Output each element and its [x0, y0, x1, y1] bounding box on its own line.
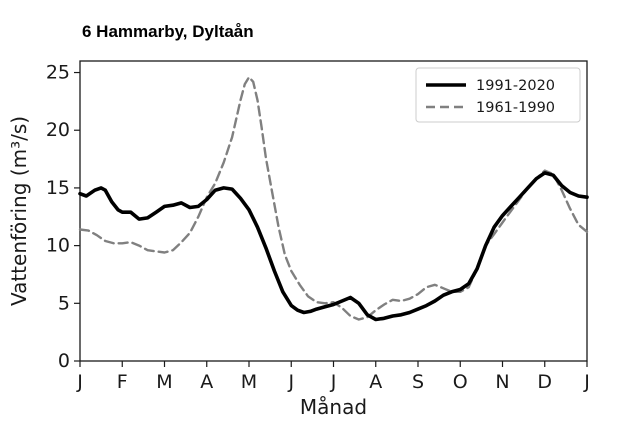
legend-label-1961-1990: 1961-1990 — [476, 100, 555, 116]
y-tick-label: 10 — [46, 235, 70, 257]
x-axis-label: Månad — [300, 395, 367, 419]
legend-label-1991-2020: 1991-2020 — [476, 78, 555, 94]
x-tick-label: J — [287, 371, 294, 393]
y-tick-label: 15 — [46, 177, 70, 199]
y-tick-label: 0 — [58, 350, 70, 372]
x-tick-label: S — [412, 371, 424, 393]
x-tick-label: M — [156, 371, 172, 393]
x-tick-label: A — [369, 371, 382, 393]
legend-box — [415, 67, 581, 123]
x-tick-label: N — [495, 371, 509, 393]
series-layer — [78, 76, 589, 322]
y-axis: 0 5 10 15 20 25 — [46, 62, 80, 372]
x-tick-label: D — [537, 371, 552, 393]
x-tick-label: J — [330, 371, 337, 393]
x-tick-label: J — [76, 371, 83, 393]
y-tick-label: 20 — [46, 119, 70, 141]
series-line-1961-1990 — [78, 76, 589, 321]
chart-title: 6 Hammarby, Dyltaån — [82, 22, 254, 41]
x-tick-label: M — [241, 371, 257, 393]
y-tick-label: 5 — [58, 292, 70, 314]
x-tick-label: J — [583, 371, 590, 393]
y-tick-label: 25 — [46, 62, 70, 84]
x-tick-label: F — [117, 371, 128, 393]
y-axis-label: Vattenföring (m³/s) — [7, 116, 31, 306]
series-line-1991-2020 — [78, 171, 589, 322]
legend: 1991-2020 1961-1990 — [415, 67, 581, 123]
x-tick-label: O — [453, 371, 468, 393]
x-tick-label: A — [200, 371, 213, 393]
